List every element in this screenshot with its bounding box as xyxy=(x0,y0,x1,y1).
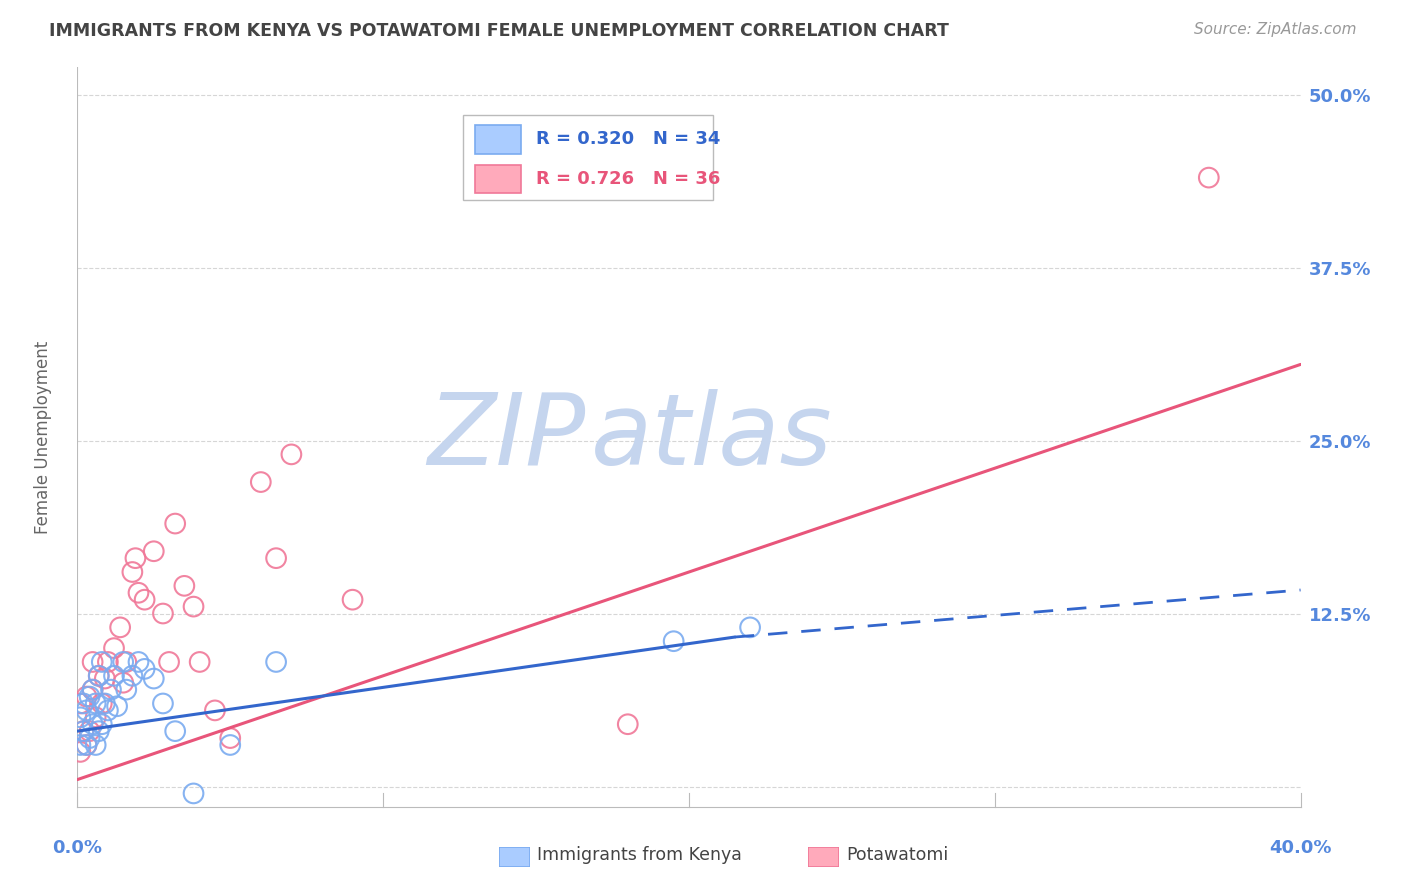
Point xyxy=(72,724,94,739)
Bar xyxy=(475,126,522,153)
Text: Potawatomi: Potawatomi xyxy=(846,846,949,863)
Point xyxy=(662,634,685,648)
Point xyxy=(112,655,135,669)
Point xyxy=(87,669,110,683)
Point xyxy=(90,655,112,669)
Point xyxy=(90,697,112,711)
Point xyxy=(115,682,138,697)
Text: R = 0.320   N = 34: R = 0.320 N = 34 xyxy=(536,130,720,148)
Bar xyxy=(475,165,522,193)
Point xyxy=(72,697,94,711)
Point xyxy=(84,697,107,711)
Point xyxy=(69,697,91,711)
Point xyxy=(152,607,174,621)
Point xyxy=(1198,170,1220,185)
Point xyxy=(84,738,107,752)
Point xyxy=(157,655,180,669)
Point xyxy=(79,690,101,704)
FancyBboxPatch shape xyxy=(463,115,713,200)
Point xyxy=(165,724,187,739)
Text: atlas: atlas xyxy=(591,389,832,485)
Point xyxy=(617,717,640,731)
Point xyxy=(105,699,128,714)
Text: Source: ZipAtlas.com: Source: ZipAtlas.com xyxy=(1194,22,1357,37)
Point xyxy=(142,544,165,558)
Point xyxy=(280,447,302,461)
Point xyxy=(173,579,195,593)
Point xyxy=(250,475,273,489)
Point xyxy=(183,599,205,614)
Point xyxy=(87,669,110,683)
Point xyxy=(108,620,131,634)
Point xyxy=(219,731,242,745)
Point xyxy=(76,738,98,752)
Point xyxy=(82,682,104,697)
Point xyxy=(134,592,156,607)
Point xyxy=(94,697,117,711)
Point xyxy=(127,586,149,600)
Point xyxy=(183,786,205,800)
Point xyxy=(76,690,98,704)
Point xyxy=(87,724,110,739)
Point xyxy=(264,551,287,566)
Point xyxy=(69,745,91,759)
Point xyxy=(115,655,138,669)
Point xyxy=(94,672,117,686)
Point xyxy=(264,655,287,669)
Text: R = 0.726   N = 36: R = 0.726 N = 36 xyxy=(536,169,720,187)
Point xyxy=(342,592,364,607)
Text: IMMIGRANTS FROM KENYA VS POTAWATOMI FEMALE UNEMPLOYMENT CORRELATION CHART: IMMIGRANTS FROM KENYA VS POTAWATOMI FEMA… xyxy=(49,22,949,40)
Point xyxy=(165,516,187,531)
Text: Immigrants from Kenya: Immigrants from Kenya xyxy=(537,846,742,863)
Point xyxy=(90,717,112,731)
Point xyxy=(124,551,146,566)
Point xyxy=(134,662,156,676)
Point xyxy=(84,710,107,724)
Point xyxy=(82,717,104,731)
Point xyxy=(142,672,165,686)
Point xyxy=(79,724,101,739)
Point xyxy=(79,731,101,745)
Point xyxy=(121,669,143,683)
Point xyxy=(97,655,120,669)
Point xyxy=(76,703,98,717)
Text: Female Unemployment: Female Unemployment xyxy=(34,341,52,533)
Point xyxy=(152,697,174,711)
Point xyxy=(72,724,94,739)
Point xyxy=(103,641,125,656)
Point xyxy=(112,675,135,690)
Point xyxy=(740,620,762,634)
Point xyxy=(204,703,226,717)
Point xyxy=(127,655,149,669)
Text: 40.0%: 40.0% xyxy=(1270,839,1331,857)
Point xyxy=(219,738,242,752)
Point xyxy=(100,682,122,697)
Text: ZIP: ZIP xyxy=(426,389,585,485)
Point xyxy=(103,669,125,683)
Point xyxy=(97,703,120,717)
Point xyxy=(69,710,91,724)
Point xyxy=(76,738,98,752)
Point xyxy=(69,738,91,752)
Point xyxy=(82,655,104,669)
Point xyxy=(82,682,104,697)
Point xyxy=(121,565,143,579)
Text: 0.0%: 0.0% xyxy=(52,839,103,857)
Point xyxy=(188,655,211,669)
